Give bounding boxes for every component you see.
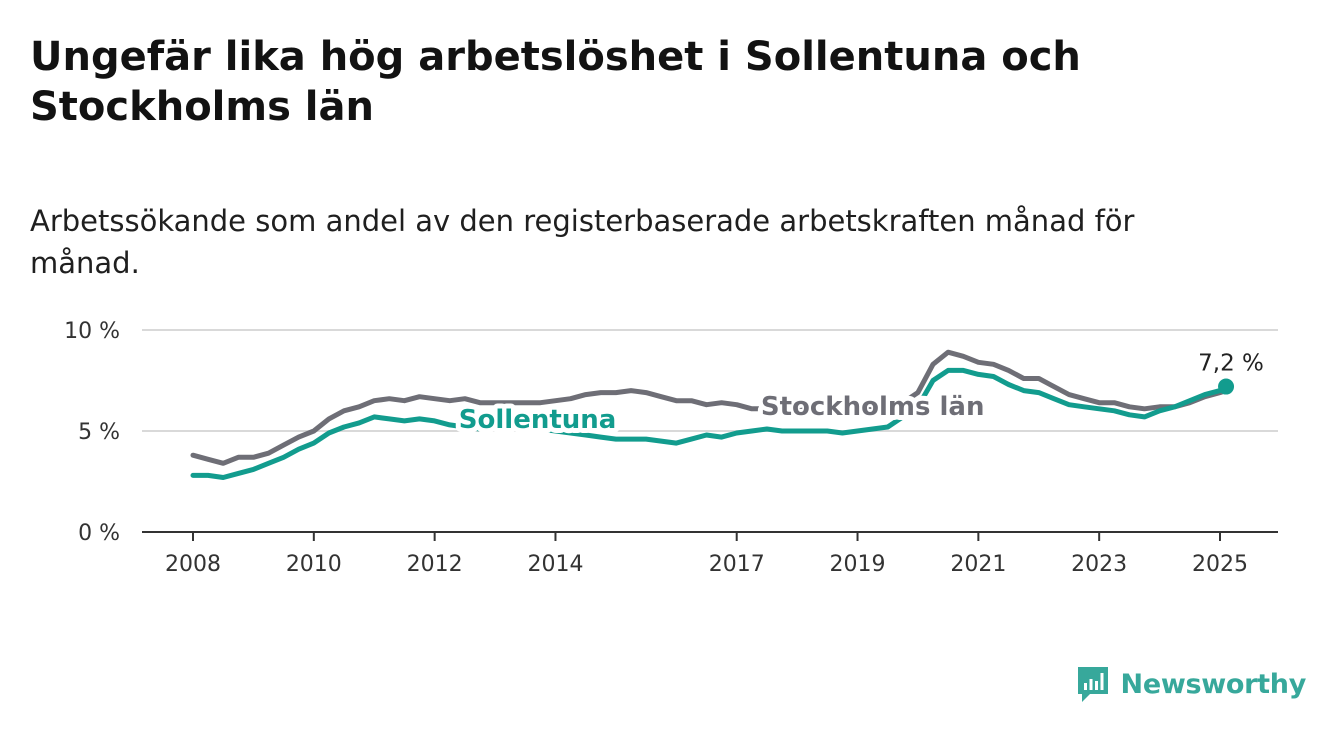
- y-tick-label: 0 %: [78, 521, 120, 546]
- endpoint-marker: [1218, 379, 1234, 395]
- grid-layer: [142, 330, 1278, 431]
- series-line-stockholms-län: [193, 352, 1226, 463]
- y-tick-label: 10 %: [64, 319, 120, 344]
- x-tick-label: 2017: [709, 552, 765, 577]
- series-layer: [193, 352, 1226, 477]
- x-tick-label: 2014: [527, 552, 583, 577]
- chart-subtitle: Arbetssökande som andel av den registerb…: [30, 200, 1230, 284]
- x-tick-label: 2025: [1192, 552, 1248, 577]
- x-tick-label: 2010: [286, 552, 342, 577]
- newsworthy-logo: Newsworthy: [1075, 664, 1306, 704]
- series-label-sollentuna: Sollentuna: [459, 405, 617, 435]
- label-layer: Stockholms län Sollentuna 7,2 %: [459, 351, 1264, 435]
- series-line-sollentuna: [193, 370, 1226, 477]
- series-label-stockholms-län: Stockholms län: [761, 392, 985, 422]
- x-tick-label: 2021: [950, 552, 1006, 577]
- chart-title: Ungefär lika hög arbetslöshet i Sollentu…: [30, 32, 1210, 132]
- x-tick-label: 2023: [1071, 552, 1127, 577]
- line-chart: 0 % 5 % 10 % 2008 2010 2012 2014 2017 2019 2021 20…: [0, 300, 1340, 600]
- x-tick-label: 2008: [165, 552, 221, 577]
- x-tick-label: 2019: [830, 552, 886, 577]
- axis-layer: 0 % 5 % 10 % 2008 2010 2012 2014 2017 2019 2021 20…: [64, 319, 1278, 577]
- y-tick-label: 5 %: [78, 420, 120, 445]
- newsworthy-chart-icon: [1075, 664, 1111, 704]
- endpoint-value-label: 7,2 %: [1198, 351, 1264, 377]
- brand-name: Newsworthy: [1121, 669, 1306, 700]
- x-tick-label: 2012: [407, 552, 463, 577]
